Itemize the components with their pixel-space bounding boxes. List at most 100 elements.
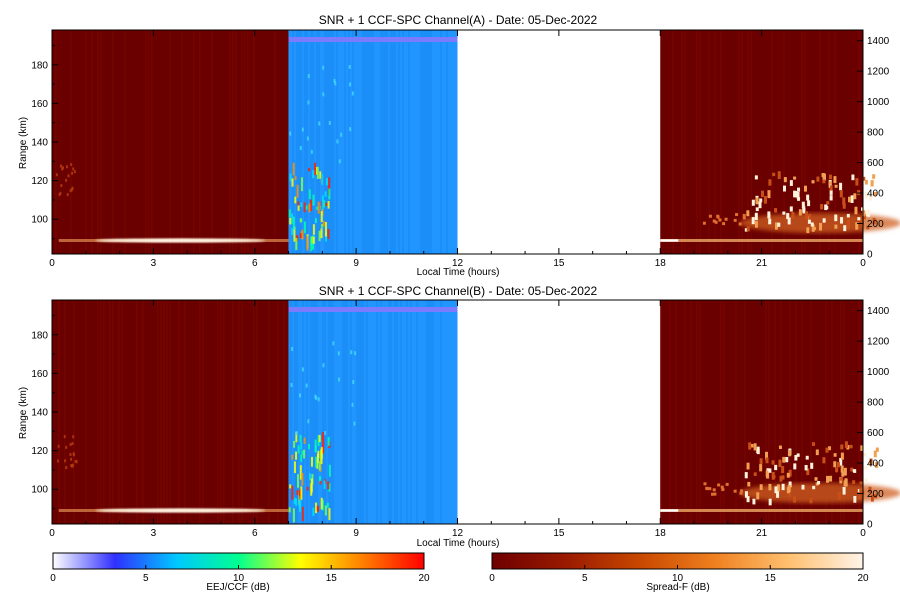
plume-echo: [788, 469, 792, 477]
texture-line: [324, 300, 326, 524]
plume-echo: [746, 226, 750, 232]
texture-line: [326, 300, 328, 524]
striation: [235, 30, 237, 254]
panel-title: SNR + 1 CCF-SPC Channel(B) - Date: 05-De…: [319, 284, 598, 298]
plume-echo: [870, 180, 874, 187]
texture-line: [310, 30, 312, 254]
eej-echo: [312, 224, 315, 235]
plume-echo: [754, 212, 758, 221]
plume-echo: [733, 218, 737, 222]
texture-line: [338, 30, 340, 254]
plume-echo: [802, 205, 806, 212]
plume-echo: [782, 185, 786, 192]
eej-echo: [291, 485, 294, 501]
plume-echo: [860, 445, 864, 451]
texture-line: [354, 30, 356, 254]
plume-echo: [718, 218, 722, 222]
y2-tick-label: 1200: [867, 337, 890, 348]
eej-echo: [321, 204, 324, 216]
texture-line: [320, 30, 322, 254]
striation: [70, 30, 72, 254]
texture-line: [394, 30, 396, 254]
texture-line: [372, 30, 374, 254]
texture-line: [422, 300, 424, 524]
plume-echo: [767, 190, 771, 199]
eej-echo: [292, 216, 295, 230]
texture-line: [288, 30, 290, 254]
eej-echo: [340, 132, 343, 137]
plume-echo: [760, 190, 764, 197]
plume-echo: [806, 227, 810, 234]
striation: [118, 300, 120, 524]
striation: [229, 30, 231, 254]
plume-echo: [787, 217, 791, 225]
eej-echo: [312, 170, 315, 179]
x-tick-label: 0: [860, 258, 866, 269]
texture-line: [366, 300, 368, 524]
plume-echo: [855, 222, 859, 230]
texture-line: [368, 300, 370, 524]
colorbar-tick-label: 5: [582, 573, 588, 584]
eej-echo: [324, 222, 327, 237]
plume-echo: [785, 456, 789, 463]
texture-line: [358, 30, 360, 254]
texture-line: [352, 30, 354, 254]
eej-echo: [292, 508, 295, 523]
texture-line: [384, 30, 386, 254]
texture-line: [312, 300, 314, 524]
striation: [64, 300, 66, 524]
texture-line: [290, 30, 292, 254]
plume-echo: [841, 471, 845, 477]
plume-echo: [742, 216, 746, 220]
texture-line: [364, 30, 366, 254]
eej-echo: [327, 437, 330, 446]
plume-echo: [750, 443, 754, 448]
texture-line: [438, 30, 440, 254]
eej-echo: [316, 206, 319, 210]
plume-echo: [847, 218, 851, 223]
eej-echo: [328, 188, 331, 200]
plume-echo: [833, 461, 837, 468]
texture-line: [438, 300, 440, 524]
texture-line: [374, 300, 376, 524]
plume-echo: [807, 215, 811, 224]
x-tick-label: 21: [756, 258, 768, 269]
texture-line: [298, 30, 300, 254]
eej-echo: [294, 175, 297, 181]
texture-line: [308, 300, 310, 524]
plume-echo: [840, 465, 844, 473]
eej-echo: [305, 205, 308, 210]
plume-echo: [859, 487, 863, 495]
striation: [241, 300, 243, 524]
diffuse-echo: [63, 435, 66, 439]
eej-echo: [293, 461, 296, 474]
eej-echo: [310, 478, 313, 493]
striation: [735, 300, 737, 524]
eej-echo: [291, 228, 294, 235]
texture-line: [316, 300, 318, 524]
plume-echo: [875, 447, 879, 452]
striation: [142, 300, 144, 524]
texture-line: [366, 30, 368, 254]
texture-line: [454, 300, 456, 524]
striation: [199, 30, 201, 254]
plume-echo: [767, 211, 771, 219]
plume-echo: [753, 443, 757, 451]
plume-echo: [822, 176, 826, 184]
diffuse-echo: [64, 459, 67, 463]
texture-line: [382, 300, 384, 524]
plume-echo: [810, 462, 814, 469]
striation: [193, 30, 195, 254]
plume-echo: [746, 462, 750, 470]
plume-echo: [768, 483, 772, 491]
texture-line: [318, 30, 320, 254]
striation: [112, 30, 114, 254]
eej-echo: [315, 166, 318, 175]
eej-echo: [292, 162, 295, 176]
plume-echo: [763, 196, 767, 204]
eej-echo: [327, 481, 330, 490]
y-tick-label: 120: [31, 176, 48, 187]
plume-echo: [721, 488, 725, 492]
eej-echo: [296, 184, 299, 198]
texture-line: [338, 300, 340, 524]
